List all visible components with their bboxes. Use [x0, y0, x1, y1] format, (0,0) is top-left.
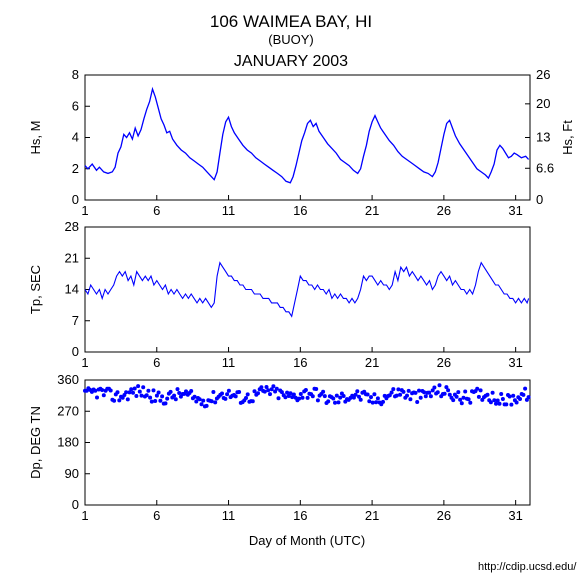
svg-text:1: 1 — [81, 355, 88, 370]
svg-text:2: 2 — [72, 161, 79, 176]
svg-text:0: 0 — [72, 497, 79, 512]
svg-text:21: 21 — [365, 508, 379, 523]
svg-text:21: 21 — [65, 250, 79, 265]
svg-text:21: 21 — [365, 203, 379, 218]
svg-text:11: 11 — [222, 508, 236, 523]
svg-text:28: 28 — [65, 219, 79, 234]
svg-text:11: 11 — [222, 355, 236, 370]
svg-text:6: 6 — [72, 98, 79, 113]
svg-text:31: 31 — [508, 508, 522, 523]
svg-text:21: 21 — [365, 355, 379, 370]
svg-text:0: 0 — [72, 192, 79, 207]
title-main: 106 WAIMEA BAY, HI — [210, 12, 372, 31]
svg-text:16: 16 — [293, 355, 307, 370]
svg-text:Hs, M: Hs, M — [28, 121, 43, 155]
svg-text:26: 26 — [536, 67, 550, 82]
svg-text:6: 6 — [153, 355, 160, 370]
svg-text:11: 11 — [222, 203, 236, 218]
svg-text:1: 1 — [81, 508, 88, 523]
svg-text:26: 26 — [437, 508, 451, 523]
svg-text:90: 90 — [65, 466, 79, 481]
svg-text:31: 31 — [508, 355, 522, 370]
svg-text:7: 7 — [72, 313, 79, 328]
svg-text:6: 6 — [153, 508, 160, 523]
svg-text:Hs, Ft: Hs, Ft — [560, 120, 575, 155]
buoy-chart: 106 WAIMEA BAY, HI (BUOY) JANUARY 2003 0… — [0, 0, 582, 581]
panel-hs: 02468Hs, M06.6132026Hs, Ft161116212631 — [28, 67, 575, 218]
svg-text:180: 180 — [57, 435, 79, 450]
svg-text:1: 1 — [81, 203, 88, 218]
svg-text:31: 31 — [508, 203, 522, 218]
svg-text:16: 16 — [293, 508, 307, 523]
svg-text:8: 8 — [72, 67, 79, 82]
svg-text:6.6: 6.6 — [536, 160, 554, 175]
svg-text:Tp, SEC: Tp, SEC — [28, 265, 43, 314]
title-month: JANUARY 2003 — [234, 53, 348, 70]
svg-text:26: 26 — [437, 203, 451, 218]
footer-url: http://cdip.ucsd.edu/ — [478, 561, 577, 573]
svg-text:360: 360 — [57, 372, 79, 387]
svg-text:270: 270 — [57, 403, 79, 418]
svg-text:26: 26 — [437, 355, 451, 370]
svg-text:0: 0 — [72, 344, 79, 359]
xaxis-label: Day of Month (UTC) — [249, 533, 365, 548]
svg-text:6: 6 — [153, 203, 160, 218]
svg-text:0: 0 — [536, 192, 543, 207]
svg-text:4: 4 — [72, 130, 79, 145]
svg-text:20: 20 — [536, 96, 550, 111]
panel-dp: 090180270360Dp, DEG TN161116212631 — [28, 372, 531, 523]
svg-text:Dp, DEG TN: Dp, DEG TN — [28, 406, 43, 479]
svg-text:13: 13 — [536, 130, 550, 145]
panel-tp: 07142128Tp, SEC161116212631 — [28, 219, 530, 370]
svg-text:16: 16 — [293, 203, 307, 218]
svg-text:14: 14 — [65, 282, 79, 297]
title-sub: (BUOY) — [268, 32, 314, 47]
